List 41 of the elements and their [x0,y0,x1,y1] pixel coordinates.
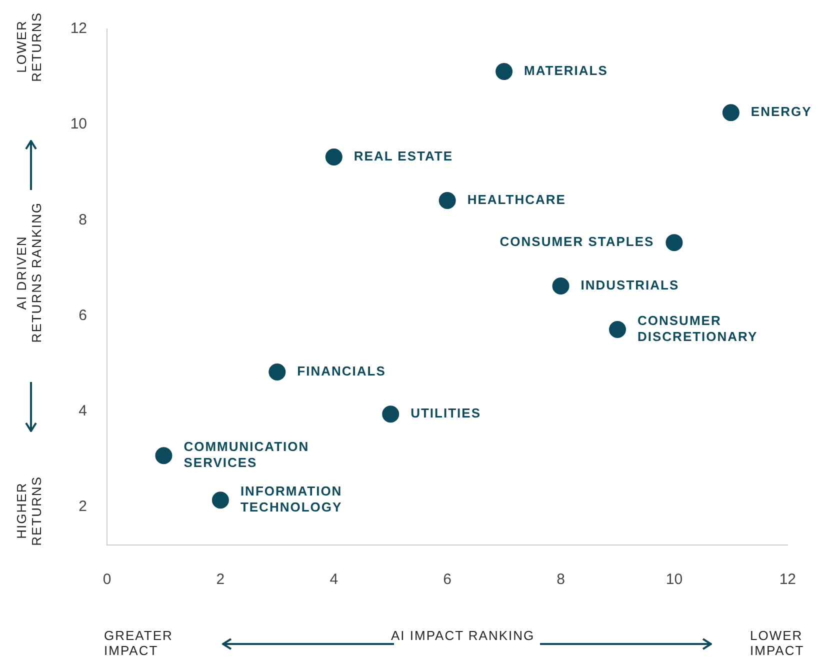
annotation: INDUSTRIALS [580,278,680,293]
text: LOWER IMPACT [750,628,804,658]
text: LOWER RETURNS [14,12,44,82]
point [608,321,626,338]
y-tick-label: 10 [70,116,87,133]
y-axis-title: AI DRIVEN RETURNS RANKING [14,202,44,342]
x-tick-label: 8 [556,571,565,588]
annotation: CONSUMER DISCRETIONARY [637,313,758,344]
point [666,234,683,252]
y-tick-label: 2 [78,498,87,515]
y-tick-label: 12 [70,20,87,38]
annotation: FINANCIALS [297,364,386,379]
point [325,148,342,166]
point [496,63,513,80]
point [382,406,400,423]
y-tick-label: 8 [78,211,87,228]
x-axis-title: AI IMPACT RANKING [391,628,535,643]
annotation: HEALTHCARE [467,192,566,208]
x-tick-label: 2 [216,571,225,588]
point [552,278,570,295]
annotation: COMMUNICATION SERVICES [184,439,310,470]
text: GREATER IMPACT [104,628,173,658]
x-tick-label: 4 [330,571,338,588]
x-tick-label: 12 [779,571,796,588]
annotation: MATERIALS [524,63,608,78]
point [155,447,172,464]
point [268,364,286,381]
x-tick-label: 0 [102,571,112,588]
point [438,192,456,210]
y-tick-label: 4 [78,402,87,420]
annotation: ENERGY [750,104,812,120]
annotation: CONSUMER STAPLES [500,234,654,250]
y-tick-label: 6 [78,306,87,324]
point [722,104,740,122]
point [212,492,229,509]
annotation: UTILITIES [410,406,481,421]
annotation: INFORMATION TECHNOLOGY [240,484,342,515]
text: HIGHER RETURNS [14,476,44,546]
annotation: REAL ESTATE [354,148,454,164]
x-tick-label: 6 [443,571,452,588]
x-tick-label: 10 [666,571,683,588]
